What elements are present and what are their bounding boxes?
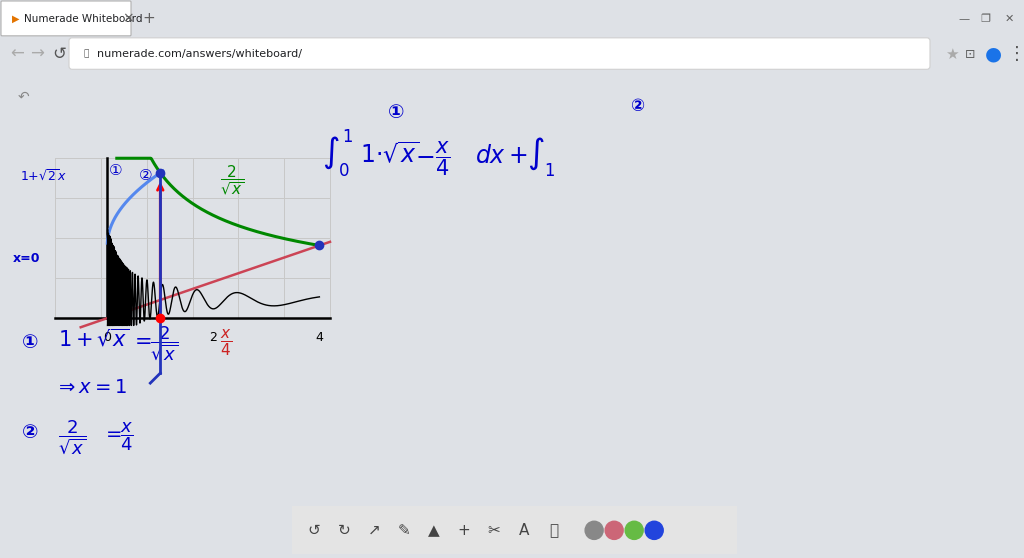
Text: ②: ② (22, 423, 39, 442)
Text: $\dfrac{x}{4}$: $\dfrac{x}{4}$ (435, 140, 451, 178)
Text: $\dfrac{2}{\sqrt{x}}$: $\dfrac{2}{\sqrt{x}}$ (58, 418, 87, 456)
Text: $1 + \sqrt{x}$: $1 + \sqrt{x}$ (58, 328, 130, 350)
Text: ✕: ✕ (1005, 14, 1015, 24)
Text: ②: ② (139, 169, 153, 183)
Text: ✂: ✂ (487, 523, 501, 538)
Text: +: + (458, 523, 470, 538)
Text: ↗: ↗ (368, 523, 380, 538)
Text: ❐: ❐ (980, 14, 990, 24)
Text: $\dfrac{x}{4}$: $\dfrac{x}{4}$ (120, 420, 134, 453)
Text: ←: ← (10, 45, 24, 63)
Text: ↻: ↻ (338, 523, 350, 538)
Text: $\dfrac{x}{4}$: $\dfrac{x}{4}$ (220, 328, 232, 358)
Text: ⬜: ⬜ (550, 523, 559, 538)
Text: numerade.com/answers/whiteboard/: numerade.com/answers/whiteboard/ (97, 49, 302, 59)
Text: $ + \int_1$: $ + \int_1$ (508, 135, 556, 179)
Text: 🔒: 🔒 (83, 50, 88, 59)
Text: ①: ① (110, 163, 123, 178)
Circle shape (585, 521, 603, 540)
Text: $\dfrac{2}{\sqrt{x}}$: $\dfrac{2}{\sqrt{x}}$ (220, 163, 245, 197)
Text: 0: 0 (103, 331, 112, 344)
FancyBboxPatch shape (290, 504, 739, 556)
Text: $\dfrac{2}{\sqrt{x}}$: $\dfrac{2}{\sqrt{x}}$ (150, 324, 178, 362)
Text: ①: ① (22, 333, 39, 352)
Text: $1{\cdot}\sqrt{x}$: $1{\cdot}\sqrt{x}$ (360, 142, 420, 169)
Text: A: A (519, 523, 529, 538)
FancyBboxPatch shape (1, 1, 131, 36)
Text: $1{+}\sqrt{2}x$: $1{+}\sqrt{2}x$ (20, 169, 67, 184)
Text: 2: 2 (209, 331, 217, 344)
Text: $ - $: $ - $ (415, 145, 434, 169)
Text: ②: ② (630, 97, 644, 116)
Circle shape (645, 521, 664, 540)
Text: →: → (30, 45, 44, 63)
Text: ×: × (122, 12, 133, 26)
Text: $dx$: $dx$ (475, 145, 506, 169)
Text: ↺: ↺ (307, 523, 321, 538)
Text: ↶: ↶ (18, 89, 30, 103)
Text: ▶: ▶ (12, 14, 19, 24)
Text: ✎: ✎ (397, 523, 411, 538)
Text: $\Rightarrow x = 1$: $\Rightarrow x = 1$ (55, 378, 127, 397)
Text: ↺: ↺ (52, 45, 66, 63)
FancyBboxPatch shape (69, 38, 930, 69)
Circle shape (626, 521, 643, 540)
Text: ①: ① (388, 103, 404, 122)
Text: ★: ★ (945, 46, 958, 61)
Text: $=$: $=$ (130, 330, 152, 350)
Text: 4: 4 (315, 331, 324, 344)
Text: ●: ● (985, 45, 1002, 64)
Text: ⋮: ⋮ (1008, 45, 1024, 63)
Text: ⊡: ⊡ (965, 47, 976, 61)
Text: —: — (958, 14, 969, 24)
Text: $=$: $=$ (102, 423, 122, 442)
Text: $\int_0^1$: $\int_0^1$ (322, 128, 353, 179)
Circle shape (605, 521, 624, 540)
Text: x=0: x=0 (13, 252, 41, 265)
Text: ▲: ▲ (428, 523, 440, 538)
Text: +: + (142, 11, 155, 26)
Text: Numerade Whiteboard: Numerade Whiteboard (24, 14, 142, 24)
